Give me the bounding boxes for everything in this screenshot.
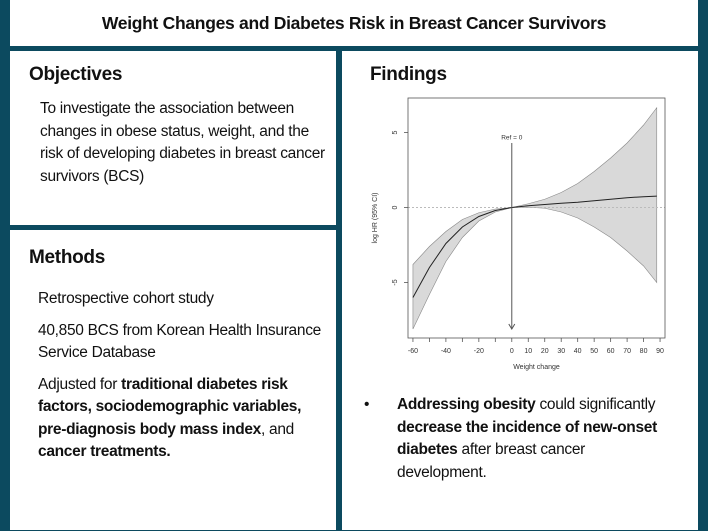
x-tick-label: -20 [474,348,484,355]
x-tick-label: -60 [408,348,418,355]
y-tick-label: 0 [392,205,399,209]
x-tick-label: 50 [590,348,598,355]
findings-heading: Findings [370,64,447,85]
poster-title: Weight Changes and Diabetes Risk in Brea… [101,12,607,33]
x-tick-label: 80 [640,348,648,355]
methods-heading: Methods [29,247,106,268]
bullet: • [364,396,370,413]
methods-item: Adjusted for traditional diabetes risk f… [38,375,302,461]
x-tick-label: 70 [623,348,631,355]
x-tick-label: 40 [574,348,582,355]
y-axis-label: log HR (95% CI) [372,193,379,244]
x-tick-label: 10 [524,348,532,355]
x-tick-label: 20 [541,348,549,355]
findings-text: Addressing obesity could significantly d… [397,396,657,481]
ref-annotation: Ref = 0 [501,134,523,141]
x-axis-label: Weight change [513,364,560,371]
methods-panel: Methods Retrospective cohort study 40,85… [10,230,336,530]
x-tick-label: -40 [441,348,451,355]
methods-item: Retrospective cohort study [38,290,214,307]
objectives-heading: Objectives [29,64,123,85]
title-box: Weight Changes and Diabetes Risk in Brea… [10,0,698,46]
ref-arrowhead [508,323,516,330]
objectives-panel: Objectives To investigate the associatio… [10,51,336,225]
confidence-band [412,106,658,330]
x-tick-label: 60 [607,348,615,355]
y-tick-label: 5 [392,130,399,134]
x-tick-label: 0 [510,348,514,355]
y-tick-label: -5 [392,279,399,285]
fit-line [412,195,657,298]
methods-item: 40,850 BCS from Korean Health Insurance … [38,321,321,362]
plot-frame [407,97,666,339]
x-tick-label: 90 [656,348,664,355]
objectives-text: To investigate the association between c… [40,100,325,185]
x-tick-label: 30 [557,348,565,355]
